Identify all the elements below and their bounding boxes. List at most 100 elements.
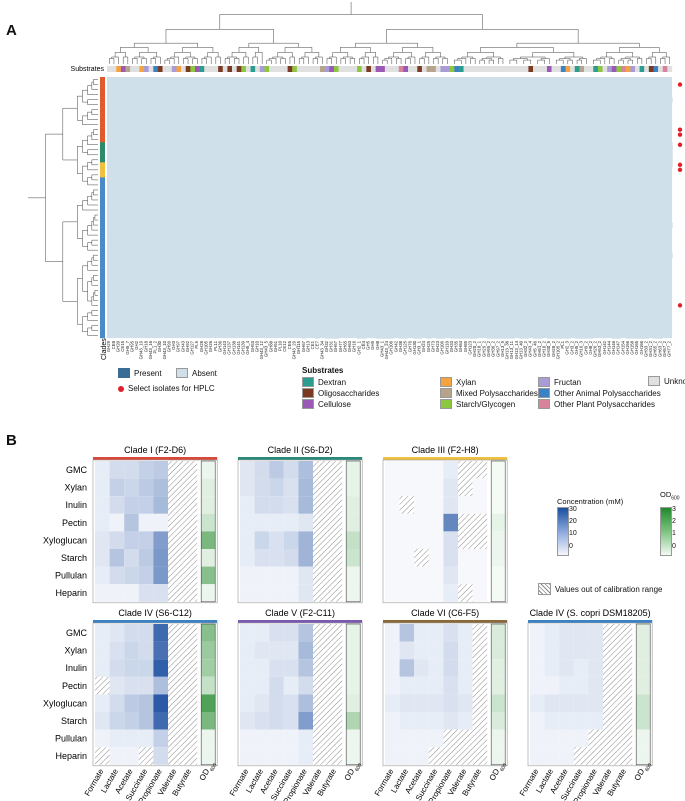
od-column-frame	[490, 460, 506, 603]
substrate-swatch	[302, 399, 314, 409]
clade-cell	[100, 207, 105, 213]
clade-panel: Clade III (F2-H8)	[382, 445, 508, 604]
hatched-cell	[313, 659, 328, 677]
substrate-cell	[509, 66, 515, 72]
concentration-cell	[109, 531, 125, 549]
column-label: CE6	[287, 340, 292, 349]
concentration-cell	[573, 641, 589, 660]
substrate-cell	[273, 66, 279, 72]
concentration-cell	[385, 729, 400, 748]
concentration-cell	[385, 676, 400, 695]
column-label: GH158	[630, 340, 635, 354]
concentration-cell	[124, 712, 139, 730]
concentration-cell	[298, 641, 313, 660]
conc-tick: 30	[569, 506, 577, 513]
concentration-cell	[254, 461, 270, 479]
concentration-cell	[138, 513, 154, 532]
od-cell	[346, 624, 361, 642]
substrate-cell	[431, 66, 437, 72]
substrate-cell	[523, 66, 529, 72]
substrate-cell	[370, 66, 376, 72]
od-column-frame	[200, 623, 216, 766]
concentration-cell	[283, 747, 299, 765]
concentration-cell	[240, 712, 255, 730]
hatched-cell	[168, 694, 183, 712]
hatched-cell	[327, 712, 343, 730]
clade-cell	[100, 287, 105, 294]
concentration-cell	[124, 513, 139, 532]
clade-cell	[100, 257, 105, 263]
present-swatch	[118, 368, 130, 378]
concentration-cell	[458, 641, 473, 660]
column-label: GH18_1	[477, 340, 482, 357]
concentration-cell	[95, 496, 110, 514]
hatched-cell	[327, 478, 343, 497]
hatched-cell	[313, 747, 328, 765]
hplc-dot	[677, 167, 683, 173]
substrate-cell	[584, 66, 589, 72]
concentration-cell	[254, 624, 270, 642]
substrate-cell	[389, 66, 395, 72]
concentration-cell	[254, 712, 270, 730]
clade-cell	[100, 217, 105, 223]
hatched-cell	[313, 729, 328, 748]
concentration-cell	[399, 676, 415, 695]
hatched-cell	[472, 694, 488, 712]
hplc-label: Select isolates for HPLC	[128, 384, 215, 393]
hatched-cell	[313, 584, 328, 602]
substrate-row-label: Xyloglucan	[43, 535, 87, 545]
concentration-cell	[124, 676, 139, 695]
concentration-cell	[385, 712, 400, 730]
clade-cell	[100, 272, 105, 278]
column-label: GH137	[227, 340, 232, 354]
concentration-cell	[298, 513, 313, 532]
concentration-cell	[472, 549, 488, 567]
concentration-cell	[109, 584, 125, 602]
column-label: GH36_2	[491, 340, 496, 357]
clade-cell	[100, 127, 105, 133]
od-axis-sub: 600	[499, 762, 508, 772]
substrate-cell	[528, 66, 534, 72]
column-label: GH31	[329, 340, 334, 352]
substrate-legend-label: Cellulose	[318, 399, 351, 409]
substrate-cell	[333, 66, 339, 72]
column-label: GH28_2	[551, 340, 556, 357]
concentration-cell	[109, 694, 125, 712]
substrate-cell	[556, 66, 562, 72]
hplc-dot	[677, 142, 683, 147]
concentration-cell	[530, 694, 545, 712]
concentration-cell	[399, 694, 415, 712]
concentration-cell	[138, 566, 154, 585]
column-label: GH97_2	[495, 340, 500, 357]
present-label: Present	[134, 368, 162, 378]
substrate-legend-item: Other Plant Polysaccharides	[538, 399, 655, 409]
od-cell	[491, 566, 506, 585]
column-label: GH127	[190, 340, 195, 354]
od-cell	[491, 584, 506, 602]
concentration-cell	[153, 584, 168, 602]
clade-bar	[383, 620, 508, 623]
column-label: GH43_12	[259, 340, 264, 359]
substrate-cell	[116, 66, 122, 72]
concentration-cell	[385, 478, 400, 497]
column-label: GH3_1	[417, 340, 422, 354]
clade-cell	[100, 297, 105, 304]
substrate-legend-item: Xylan	[440, 377, 476, 387]
column-label: GH147	[616, 340, 621, 354]
od-legend-label: OD	[660, 490, 672, 499]
concentration-cell	[414, 676, 429, 695]
concentration-cell	[472, 478, 488, 497]
substrate-cell	[472, 66, 478, 72]
hatched-cell	[617, 747, 633, 765]
concentration-cell	[254, 584, 270, 602]
clade-frame	[92, 459, 218, 604]
column-label: GH138	[231, 340, 236, 354]
concentration-cell	[385, 496, 400, 514]
concentration-cell	[254, 531, 270, 549]
hplc-dot	[677, 303, 683, 308]
od-cell	[346, 729, 361, 748]
column-label: GH2_3	[565, 340, 570, 354]
concentration-cell	[95, 531, 110, 549]
clade-cell	[100, 162, 105, 168]
concentration-cell	[269, 659, 284, 677]
